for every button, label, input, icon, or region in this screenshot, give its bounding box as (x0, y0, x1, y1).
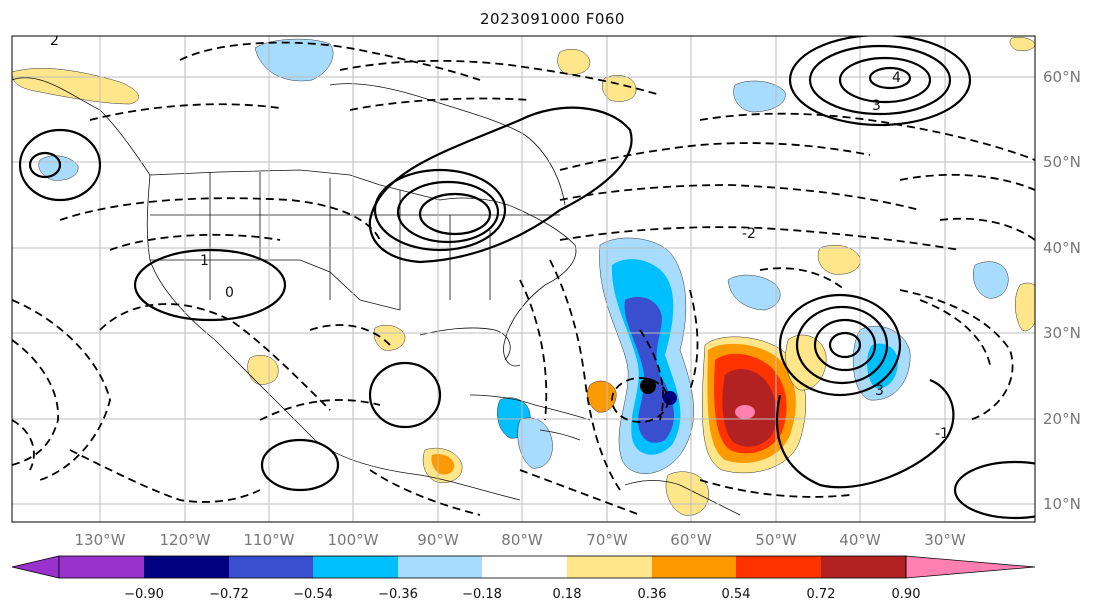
shade-small-7 (373, 325, 406, 351)
colorbar-tick: 0.36 (638, 587, 667, 602)
latitude-labels: 60°N 50°N 40°N 30°N 20°N 10°N (1043, 68, 1081, 513)
colorbar-bin (821, 556, 906, 578)
shade-small-10 (817, 245, 861, 275)
shade-north-4 (557, 49, 591, 75)
colorbar-tick: 0.18 (553, 587, 582, 602)
lat-label: 40°N (1043, 239, 1081, 257)
shade-small-9 (727, 274, 781, 311)
colorbar-tick: −0.72 (209, 587, 249, 602)
lon-label: 80°W (501, 531, 543, 549)
colorbar-bin (144, 556, 229, 578)
lon-label: 130°W (75, 531, 126, 549)
contour-label-2: 2 (50, 33, 59, 49)
contour-label-3: 3 (872, 98, 881, 114)
colorbar-bin (567, 556, 652, 578)
lat-label: 20°N (1043, 410, 1081, 428)
lon-label: 120°W (160, 531, 211, 549)
colorbar-extend-low (11, 555, 60, 579)
contour-label-4: 4 (892, 70, 901, 86)
shade-north-6 (1009, 37, 1035, 51)
colorbar-bin (313, 556, 398, 578)
map-title: 2023091000 F060 (480, 10, 625, 28)
colorbar-tick: 0.54 (722, 587, 751, 602)
colorbar-tick: 0.72 (807, 587, 836, 602)
lon-label: 50°W (755, 531, 797, 549)
contour-labels: 4 3 2 1 0 -1 -2 3 (50, 33, 949, 442)
shade-north-1 (254, 38, 334, 82)
shade-small-6 (431, 454, 455, 475)
colorbar-tick: −0.90 (124, 587, 164, 602)
lon-label: 40°W (839, 531, 881, 549)
colorbar-bin (398, 556, 482, 578)
colorbar-frame (58, 555, 907, 579)
shade-small-8 (247, 355, 279, 385)
shade-north-2 (733, 80, 786, 113)
longitude-labels: 130°W 120°W 110°W 100°W 90°W 80°W 70°W 6… (75, 531, 966, 549)
gridlines (12, 36, 1035, 522)
lon-label: 60°W (670, 531, 712, 549)
map-frame (11, 35, 1036, 523)
colorbar-tick: −0.36 (378, 587, 418, 602)
lon-label: 110°W (244, 531, 295, 549)
contour-label-1: 1 (200, 253, 209, 269)
colorbar-tick: −0.18 (462, 587, 502, 602)
contour-label-neg2: -2 (742, 226, 756, 242)
colorbar-bin (482, 556, 567, 578)
lon-label: 100°W (328, 531, 379, 549)
storm-center-marker (640, 378, 656, 394)
contour-label-0: 0 (225, 285, 234, 301)
colorbar-tick: −0.54 (293, 587, 333, 602)
colorbar-bin (652, 556, 736, 578)
lon-label: 90°W (417, 531, 459, 549)
colorbar-bin (736, 556, 821, 578)
lat-label: 30°N (1043, 324, 1081, 342)
colorbar-bin (229, 556, 313, 578)
negative-contours (12, 41, 1035, 516)
lat-label: 10°N (1043, 495, 1081, 513)
contour-label-3b: 3 (875, 383, 884, 399)
shade-neg-east-inner (867, 343, 898, 389)
contour-label-neg1: -1 (935, 426, 949, 442)
lat-label: 60°N (1043, 68, 1081, 86)
lon-label: 30°W (924, 531, 966, 549)
colorbar: −0.90 −0.72 −0.54 −0.36 −0.18 0.18 0.36 … (11, 555, 1036, 602)
shade-neg-072 (663, 391, 677, 405)
colorbar-bin (59, 556, 144, 578)
lat-label: 50°N (1043, 153, 1081, 171)
shade-small-11 (972, 261, 1009, 299)
lon-label: 70°W (586, 531, 628, 549)
coastlines (12, 77, 741, 516)
shade-pos-090 (735, 405, 755, 419)
colorbar-tick: 0.90 (892, 587, 921, 602)
colorbar-extend-high (905, 555, 1036, 579)
positive-contours (18, 36, 1035, 520)
shade-small-12 (1015, 282, 1035, 332)
